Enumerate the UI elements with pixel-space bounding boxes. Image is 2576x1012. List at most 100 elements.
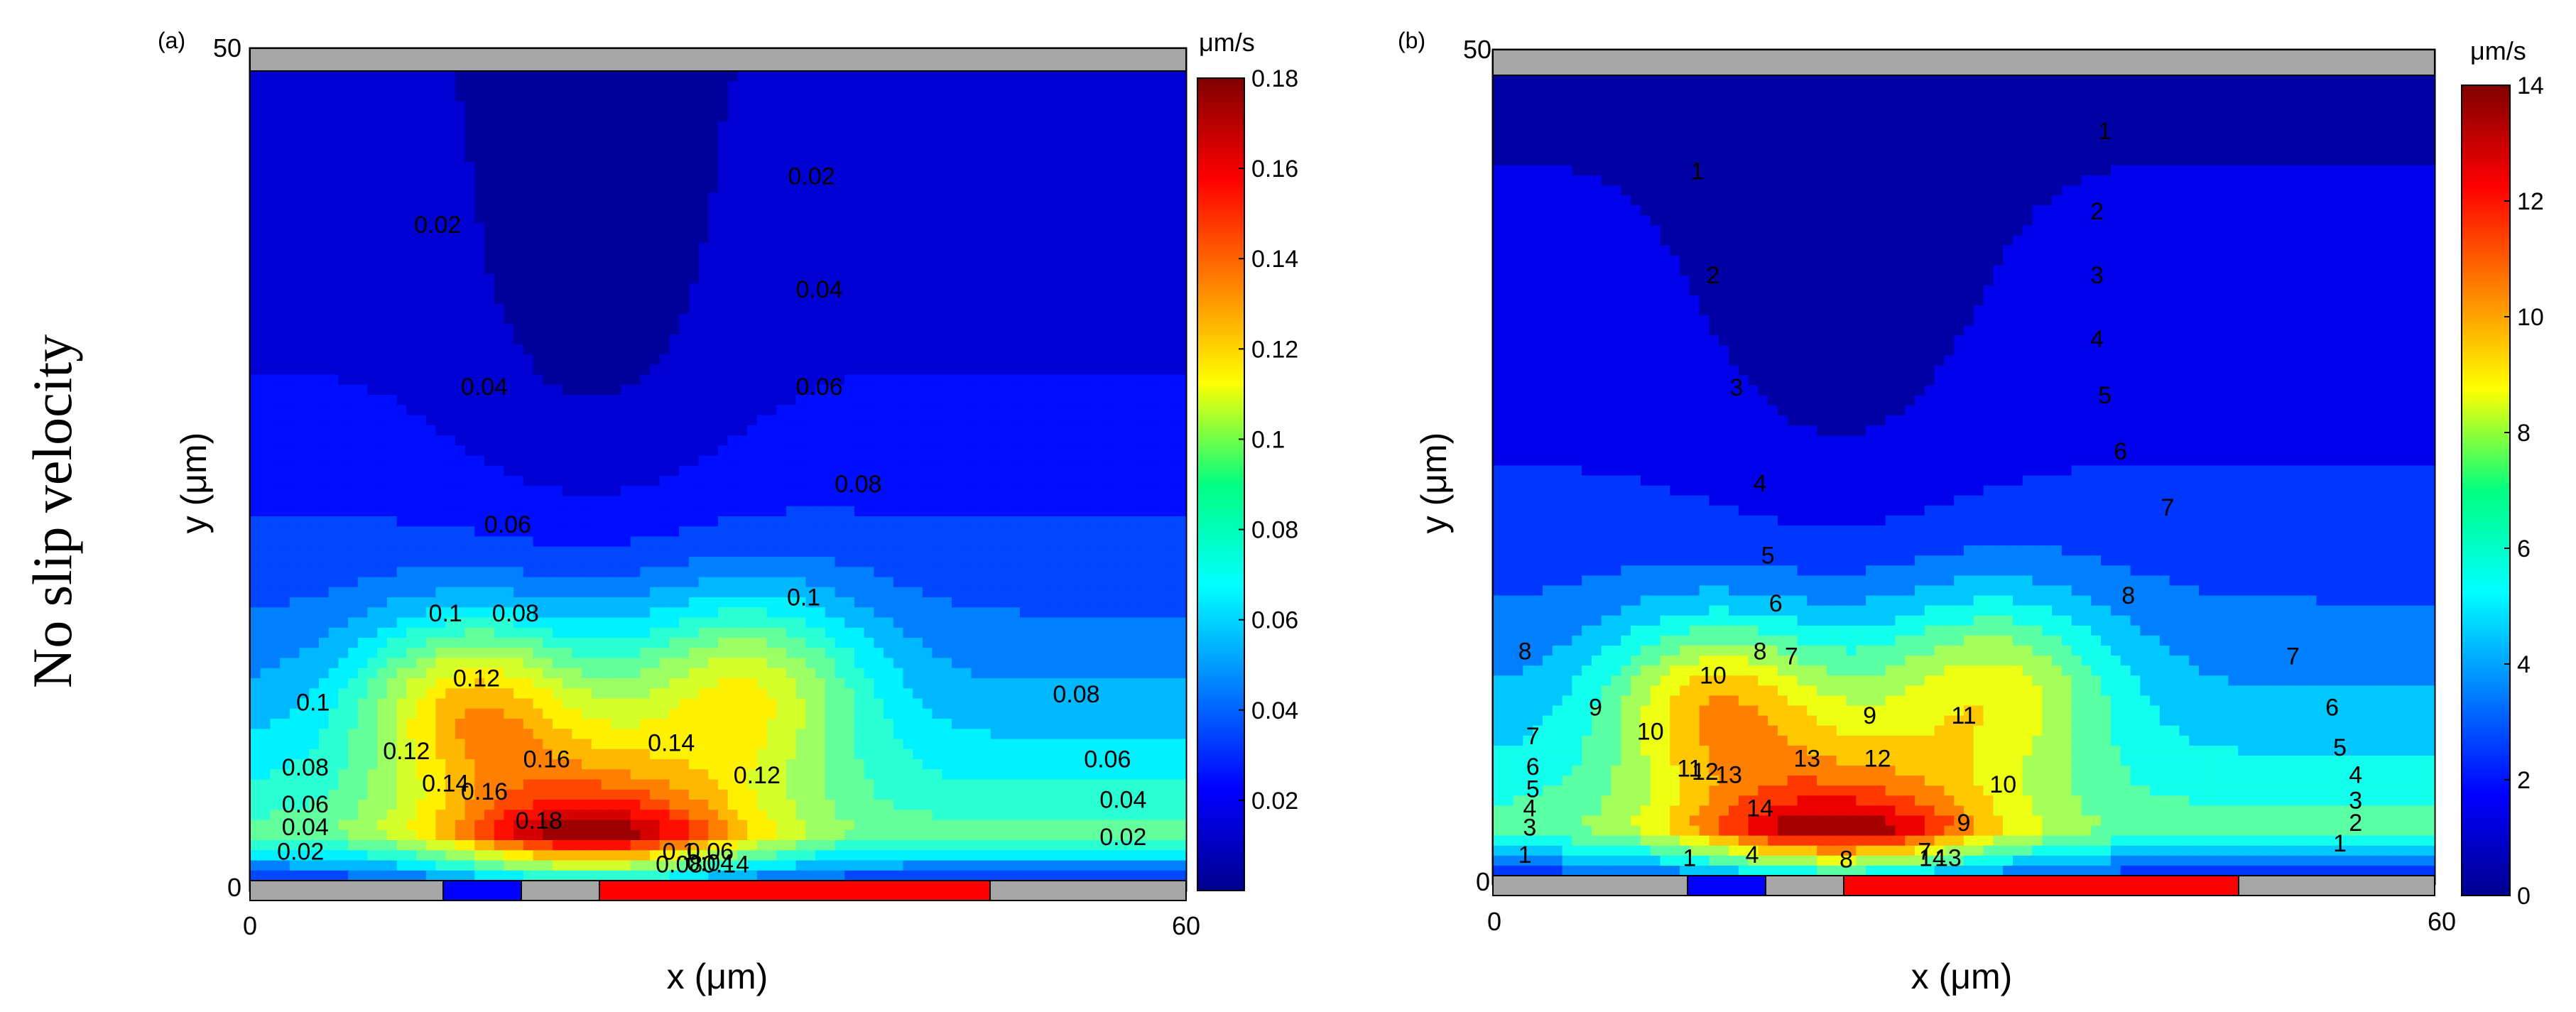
- contour-cell: [620, 273, 631, 284]
- contour-cell: [854, 263, 865, 274]
- contour-cell: [961, 233, 972, 244]
- contour-cell: [688, 587, 700, 598]
- contour-cell: [620, 101, 631, 112]
- contour-cell: [367, 395, 378, 406]
- contour-cell: [406, 293, 417, 305]
- contour-cell: [1175, 455, 1186, 467]
- contour-cell: [1019, 587, 1031, 598]
- contour-cell: [1087, 546, 1099, 557]
- contour-cell: [396, 445, 407, 457]
- contour-cell: [669, 344, 680, 355]
- contour-cell: [825, 152, 836, 163]
- contour-cell: [464, 172, 475, 183]
- contour-cell: [513, 536, 524, 548]
- contour-cell: [1175, 354, 1186, 365]
- contour-cell: [1039, 445, 1050, 457]
- contour-cell: [445, 364, 456, 376]
- contour-cell: [386, 222, 398, 234]
- contour-cell: [513, 131, 524, 143]
- panel-a-label: (a): [158, 28, 185, 53]
- contour-cell: [533, 101, 543, 112]
- contour-cell: [718, 131, 729, 143]
- contour-cell: [776, 71, 787, 82]
- contour-cell: [260, 192, 271, 203]
- contour-cell: [533, 314, 543, 325]
- contour-cell: [386, 152, 398, 163]
- contour-cell: [299, 496, 310, 507]
- contour-cell: [688, 445, 700, 457]
- contour-cell: [1019, 314, 1031, 325]
- contour-cell: [591, 101, 602, 112]
- contour-cell: [981, 212, 991, 224]
- contour-cell: [854, 445, 865, 457]
- contour-cell: [1000, 455, 1011, 467]
- contour-cell: [309, 303, 320, 315]
- contour-cell: [270, 182, 281, 193]
- contour-cell: [591, 303, 602, 315]
- contour-cell: [1039, 425, 1050, 436]
- contour-cell: [815, 222, 826, 234]
- contour-cell: [971, 516, 982, 527]
- contour-cell: [309, 233, 320, 244]
- contour-cell: [406, 546, 417, 557]
- contour-cell: [1107, 344, 1118, 355]
- contour-cell: [318, 577, 330, 588]
- contour-cell: [1146, 415, 1157, 426]
- contour-cell: [640, 101, 651, 112]
- contour-cell: [1117, 577, 1128, 588]
- contour-cell: [708, 577, 719, 588]
- contour-cell: [620, 364, 631, 376]
- contour-cell: [416, 435, 427, 446]
- contour-cell: [611, 182, 621, 193]
- contour-cell: [864, 314, 874, 325]
- contour-cell: [1010, 344, 1021, 355]
- contour-cell: [1058, 334, 1070, 345]
- contour-cell: [688, 152, 700, 163]
- contour-cell: [776, 293, 787, 305]
- contour-cell: [815, 546, 826, 557]
- contour-cell: [786, 111, 797, 122]
- contour-cell: [766, 303, 777, 315]
- contour-cell: [1039, 253, 1050, 264]
- contour-cell: [504, 557, 514, 567]
- contour-cell: [328, 425, 339, 436]
- contour-cell: [1117, 314, 1128, 325]
- contour-cell: [893, 121, 904, 133]
- contour-cell: [766, 324, 777, 335]
- contour-cell: [903, 354, 913, 365]
- contour-cell: [630, 141, 641, 153]
- contour-cell: [1136, 445, 1147, 457]
- contour-cell: [289, 71, 300, 82]
- contour-cell: [464, 212, 475, 224]
- contour-cell: [464, 131, 475, 143]
- contour-cell: [640, 405, 651, 416]
- contour-cell: [318, 71, 330, 82]
- contour-cell: [591, 182, 602, 193]
- contour-cell: [543, 212, 553, 224]
- contour-cell: [766, 314, 777, 325]
- contour-cell: [425, 131, 437, 143]
- contour-cell: [727, 536, 739, 548]
- contour-cell: [961, 283, 972, 295]
- contour-cell: [1019, 415, 1031, 426]
- contour-cell: [698, 476, 709, 486]
- contour-cell: [922, 354, 933, 365]
- contour-cell: [591, 263, 602, 274]
- contour-cell: [942, 131, 952, 143]
- contour-cell: [543, 435, 553, 446]
- contour-cell: [659, 364, 670, 376]
- contour-cell: [913, 253, 923, 264]
- contour-cell: [922, 455, 933, 467]
- contour-cell: [903, 101, 913, 112]
- contour-cell: [1136, 192, 1147, 203]
- contour-cell: [884, 465, 894, 477]
- contour-cell: [1078, 233, 1089, 244]
- contour-cell: [357, 506, 369, 517]
- contour-cell: [620, 587, 631, 598]
- contour-cell: [552, 486, 563, 497]
- contour-cell: [844, 243, 855, 254]
- contour-cell: [582, 405, 592, 416]
- contour-cell: [620, 506, 631, 517]
- contour-cell: [795, 162, 806, 173]
- contour-cell: [455, 243, 466, 254]
